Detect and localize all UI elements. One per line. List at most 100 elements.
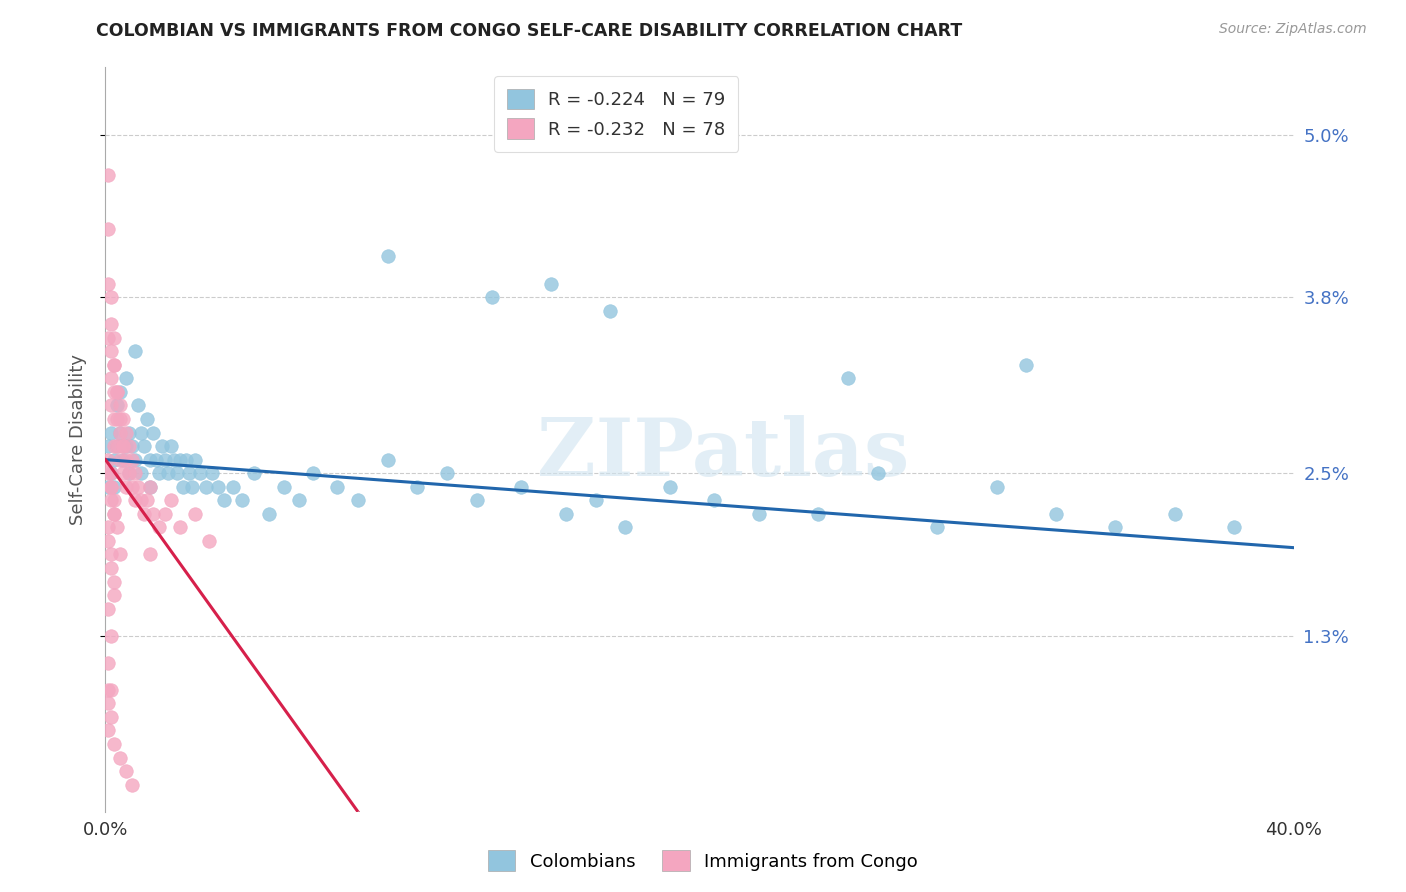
Point [115,439,138,453]
Point [1223,520,1246,534]
Point [110,750,132,764]
Point [100,317,122,331]
Point [599,303,621,318]
Point [110,452,132,467]
Point [103,480,125,494]
Point [142,425,165,440]
Point [136,493,159,508]
Point [100,466,122,480]
Point [190,466,212,480]
Point [97,168,120,182]
Point [105,384,128,399]
Point [118,425,141,440]
Point [103,358,125,372]
Point [287,493,309,508]
Point [214,493,236,508]
Point [100,399,122,413]
Legend: R = -0.224   N = 79, R = -0.232   N = 78: R = -0.224 N = 79, R = -0.232 N = 78 [495,76,738,152]
Text: Source: ZipAtlas.com: Source: ZipAtlas.com [1219,22,1367,37]
Point [97,452,120,467]
Point [97,277,120,291]
Point [198,533,221,548]
Text: COLOMBIAN VS IMMIGRANTS FROM CONGO SELF-CARE DISABILITY CORRELATION CHART: COLOMBIAN VS IMMIGRANTS FROM CONGO SELF-… [96,22,962,40]
Point [100,548,122,562]
Point [127,399,149,413]
Point [110,384,132,399]
Point [100,493,122,508]
Point [124,466,146,480]
Point [97,439,120,453]
Point [100,466,122,480]
Point [97,682,120,697]
Point [377,452,399,467]
Point [100,425,122,440]
Point [97,533,120,548]
Point [124,452,146,467]
Point [115,452,138,467]
Point [540,277,562,291]
Point [139,548,162,562]
Point [481,290,503,304]
Point [103,452,125,467]
Point [124,493,146,508]
Point [121,778,143,792]
Point [110,399,132,413]
Point [112,439,135,453]
Point [97,480,120,494]
Text: ZIPatlas: ZIPatlas [537,415,910,493]
Point [97,466,120,480]
Point [207,480,229,494]
Point [105,399,128,413]
Point [326,480,349,494]
Point [97,520,120,534]
Point [105,520,128,534]
Point [105,439,128,453]
Point [100,290,122,304]
Point [97,723,120,738]
Point [112,412,135,426]
Point [1045,507,1067,521]
Point [97,697,120,711]
Point [614,520,637,534]
Point [139,452,162,467]
Point [129,493,152,508]
Point [105,412,128,426]
Point [112,466,135,480]
Point [118,466,141,480]
Point [132,439,155,453]
Point [159,493,181,508]
Point [166,466,188,480]
Point [100,344,122,359]
Point [115,480,138,494]
Point [103,507,125,521]
Point [103,331,125,345]
Point [129,425,152,440]
Point [103,358,125,372]
Point [97,331,120,345]
Point [807,507,830,521]
Point [150,439,173,453]
Legend: Colombians, Immigrants from Congo: Colombians, Immigrants from Congo [481,843,925,879]
Point [169,520,191,534]
Point [132,507,155,521]
Point [139,480,162,494]
Point [100,480,122,494]
Point [129,466,152,480]
Point [121,439,143,453]
Point [112,439,135,453]
Point [136,412,159,426]
Point [436,466,458,480]
Point [118,466,141,480]
Point [110,412,132,426]
Point [103,493,125,508]
Point [406,480,429,494]
Point [124,344,146,359]
Point [866,466,889,480]
Point [183,452,205,467]
Point [658,480,681,494]
Point [201,466,224,480]
Point [837,371,859,385]
Point [142,507,165,521]
Point [986,480,1008,494]
Point [121,480,143,494]
